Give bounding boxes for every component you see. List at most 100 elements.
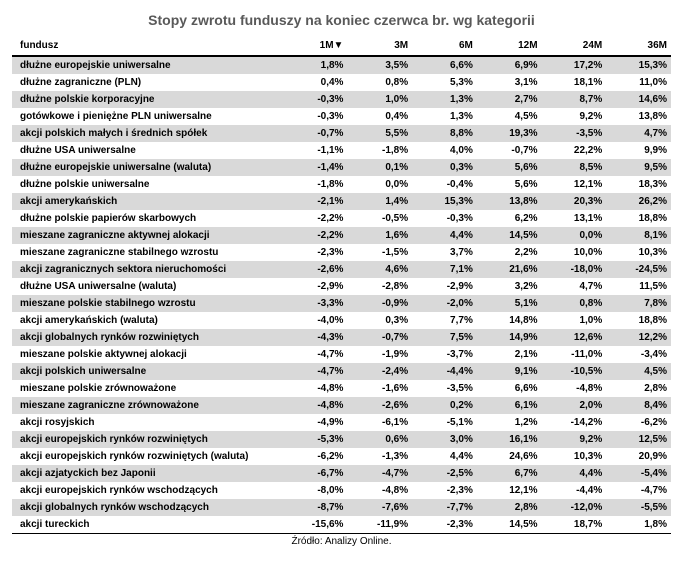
value-cell: -0,3%: [283, 108, 348, 125]
value-cell: -1,8%: [347, 142, 412, 159]
value-cell: 4,4%: [412, 227, 477, 244]
value-cell: -4,0%: [283, 312, 348, 329]
value-cell: -4,7%: [606, 482, 671, 499]
table-row: dłużne europejskie uniwersalne (waluta)-…: [12, 159, 671, 176]
fund-name-cell: dłużne polskie korporacyjne: [12, 91, 283, 108]
value-cell: -11,0%: [542, 346, 607, 363]
value-cell: -2,0%: [412, 295, 477, 312]
value-cell: 14,5%: [477, 227, 542, 244]
value-cell: 2,0%: [542, 397, 607, 414]
value-cell: 12,6%: [542, 329, 607, 346]
value-cell: 10,3%: [542, 448, 607, 465]
value-cell: -11,9%: [347, 516, 412, 533]
fund-name-cell: dłużne europejskie uniwersalne: [12, 56, 283, 74]
col-24m: 24M: [542, 36, 607, 56]
value-cell: -8,7%: [283, 499, 348, 516]
value-cell: 1,3%: [412, 108, 477, 125]
value-cell: -4,8%: [283, 397, 348, 414]
value-cell: -5,4%: [606, 465, 671, 482]
value-cell: 24,6%: [477, 448, 542, 465]
value-cell: 9,2%: [542, 108, 607, 125]
fund-name-cell: gotówkowe i pieniężne PLN uniwersalne: [12, 108, 283, 125]
value-cell: 3,7%: [412, 244, 477, 261]
value-cell: 14,6%: [606, 91, 671, 108]
value-cell: -5,3%: [283, 431, 348, 448]
value-cell: 14,9%: [477, 329, 542, 346]
value-cell: 5,6%: [477, 176, 542, 193]
value-cell: 0,8%: [347, 74, 412, 91]
table-row: gotówkowe i pieniężne PLN uniwersalne-0,…: [12, 108, 671, 125]
value-cell: 9,1%: [477, 363, 542, 380]
value-cell: 3,0%: [412, 431, 477, 448]
fund-name-cell: mieszane zagraniczne zrównoważone: [12, 397, 283, 414]
value-cell: 0,6%: [347, 431, 412, 448]
value-cell: -4,8%: [347, 482, 412, 499]
value-cell: -1,1%: [283, 142, 348, 159]
table-body: dłużne europejskie uniwersalne1,8%3,5%6,…: [12, 56, 671, 533]
fund-name-cell: akcji tureckich: [12, 516, 283, 533]
value-cell: 1,6%: [347, 227, 412, 244]
col-3m: 3M: [347, 36, 412, 56]
value-cell: 12,5%: [606, 431, 671, 448]
value-cell: 11,0%: [606, 74, 671, 91]
value-cell: -12,0%: [542, 499, 607, 516]
fund-name-cell: mieszane polskie zrównoważone: [12, 380, 283, 397]
value-cell: -8,0%: [283, 482, 348, 499]
table-row: akcji europejskich rynków wschodzących-8…: [12, 482, 671, 499]
value-cell: -2,6%: [283, 261, 348, 278]
value-cell: 4,5%: [477, 108, 542, 125]
value-cell: 2,8%: [477, 499, 542, 516]
value-cell: 12,1%: [542, 176, 607, 193]
value-cell: 9,5%: [606, 159, 671, 176]
fund-name-cell: dłużne zagraniczne (PLN): [12, 74, 283, 91]
table-row: mieszane polskie stabilnego wzrostu-3,3%…: [12, 295, 671, 312]
value-cell: 1,8%: [606, 516, 671, 533]
table-row: dłużne polskie uniwersalne-1,8%0,0%-0,4%…: [12, 176, 671, 193]
value-cell: 18,7%: [542, 516, 607, 533]
value-cell: 1,3%: [412, 91, 477, 108]
value-cell: 8,4%: [606, 397, 671, 414]
table-row: mieszane polskie zrównoważone-4,8%-1,6%-…: [12, 380, 671, 397]
col-fund: fundusz: [12, 36, 283, 56]
value-cell: -0,4%: [412, 176, 477, 193]
value-cell: -0,5%: [347, 210, 412, 227]
value-cell: 15,3%: [412, 193, 477, 210]
value-cell: -2,2%: [283, 227, 348, 244]
value-cell: -0,3%: [283, 91, 348, 108]
value-cell: -4,7%: [347, 465, 412, 482]
value-cell: 6,2%: [477, 210, 542, 227]
value-cell: -3,7%: [412, 346, 477, 363]
value-cell: -2,9%: [283, 278, 348, 295]
fund-name-cell: akcji rosyjskich: [12, 414, 283, 431]
value-cell: 18,8%: [606, 312, 671, 329]
value-cell: -4,8%: [542, 380, 607, 397]
value-cell: -7,7%: [412, 499, 477, 516]
value-cell: -6,2%: [283, 448, 348, 465]
value-cell: 14,5%: [477, 516, 542, 533]
value-cell: -15,6%: [283, 516, 348, 533]
col-36m: 36M: [606, 36, 671, 56]
value-cell: 4,5%: [606, 363, 671, 380]
value-cell: 0,3%: [347, 312, 412, 329]
value-cell: 8,7%: [542, 91, 607, 108]
value-cell: -3,4%: [606, 346, 671, 363]
value-cell: 8,5%: [542, 159, 607, 176]
value-cell: 1,8%: [283, 56, 348, 74]
fund-name-cell: akcji globalnych rynków rozwiniętych: [12, 329, 283, 346]
value-cell: -1,3%: [347, 448, 412, 465]
fund-name-cell: dłużne polskie uniwersalne: [12, 176, 283, 193]
value-cell: 18,3%: [606, 176, 671, 193]
returns-table: fundusz 1M▼ 3M 6M 12M 24M 36M dłużne eur…: [12, 36, 671, 533]
value-cell: 16,1%: [477, 431, 542, 448]
col-1m: 1M▼: [283, 36, 348, 56]
fund-name-cell: akcji polskich małych i średnich spółek: [12, 125, 283, 142]
value-cell: -3,3%: [283, 295, 348, 312]
value-cell: 14,8%: [477, 312, 542, 329]
value-cell: 6,6%: [477, 380, 542, 397]
value-cell: 6,1%: [477, 397, 542, 414]
table-row: dłużne USA uniwersalne (waluta)-2,9%-2,8…: [12, 278, 671, 295]
value-cell: 11,5%: [606, 278, 671, 295]
value-cell: 9,2%: [542, 431, 607, 448]
value-cell: -2,3%: [412, 516, 477, 533]
value-cell: 7,1%: [412, 261, 477, 278]
